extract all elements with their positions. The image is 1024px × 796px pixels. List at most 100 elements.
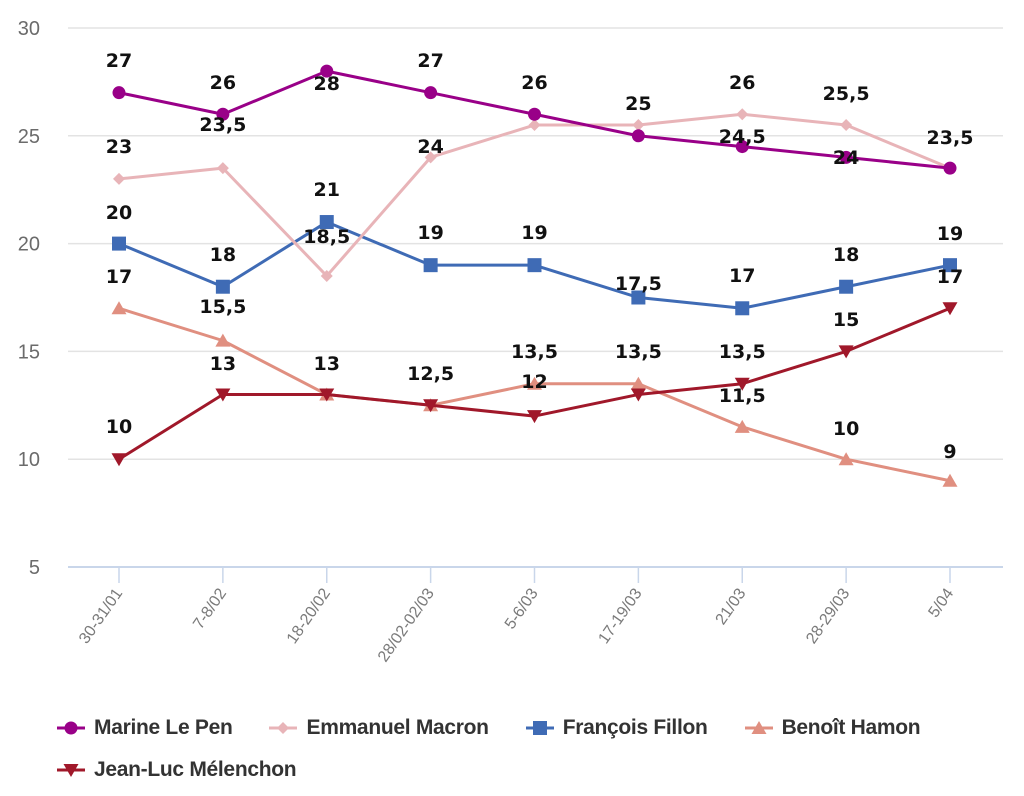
series-fran-ois-fillon bbox=[112, 215, 957, 316]
legend-item[interactable]: François Fillon bbox=[525, 712, 708, 744]
marker-diamond bbox=[632, 119, 645, 132]
marker-circle bbox=[735, 140, 749, 154]
series-jean-luc-m-lenchon bbox=[111, 302, 958, 467]
data-label: 24,5 bbox=[719, 126, 766, 148]
marker-circle bbox=[631, 129, 645, 143]
line-chart: 5 10 15 20 25 30 30-31/01 7-8/02 18-20/02 28/02-… bbox=[18, 18, 1003, 665]
x-tick-label: 5-6/03 bbox=[502, 585, 542, 632]
marker-diamond bbox=[277, 722, 290, 734]
data-label: 24 bbox=[833, 147, 859, 169]
y-tick-label: 25 bbox=[18, 126, 40, 148]
legend-diamond-icon bbox=[269, 722, 298, 734]
data-labels: 27 26 28 27 26 25 24,5 24 23,5 23 23,5 18,5 24 26 25,5… bbox=[106, 50, 974, 463]
legend-label: Jean-Luc Mélenchon bbox=[94, 758, 297, 781]
marker-diamond bbox=[840, 119, 853, 132]
y-tick-label: 10 bbox=[18, 449, 40, 471]
marker-diamond bbox=[736, 108, 749, 121]
data-label: 23,5 bbox=[199, 114, 246, 136]
marker-triangle-down bbox=[63, 764, 79, 777]
marker-triangle-down bbox=[215, 388, 231, 402]
legend-circle-icon bbox=[57, 721, 85, 735]
y-tick-label: 15 bbox=[18, 341, 40, 363]
marker-triangle-up bbox=[111, 301, 127, 315]
marker-square bbox=[423, 258, 438, 273]
marker-triangle-down bbox=[527, 410, 542, 424]
x-tick-label: 21/03 bbox=[713, 585, 750, 628]
y-tick-label: 30 bbox=[18, 18, 40, 40]
data-label: 24 bbox=[417, 136, 443, 158]
legend-item[interactable]: Jean-Luc Mélenchon bbox=[56, 754, 297, 786]
data-label: 28 bbox=[314, 73, 340, 95]
legend: Marine Le Pen Emmanuel Macron François Fil… bbox=[56, 712, 1016, 786]
data-label: 17,5 bbox=[615, 273, 662, 295]
legend-triangle-down-icon bbox=[57, 764, 85, 777]
data-label: 25 bbox=[625, 93, 651, 115]
marker-triangle-down bbox=[942, 302, 958, 316]
data-label: 10 bbox=[106, 416, 132, 438]
data-label: 11,5 bbox=[719, 385, 766, 407]
data-label: 19 bbox=[937, 223, 963, 245]
data-label: 12 bbox=[521, 371, 547, 393]
marker-square bbox=[532, 721, 547, 735]
marker-triangle-down bbox=[734, 377, 750, 391]
data-label: 18 bbox=[210, 244, 236, 266]
marker-triangle-up bbox=[630, 376, 646, 390]
data-label: 13 bbox=[314, 353, 340, 375]
marker-square bbox=[735, 301, 750, 316]
x-tick-label: 28-29/03 bbox=[803, 585, 853, 647]
marker-triangle-down bbox=[630, 388, 646, 402]
marker-circle bbox=[112, 86, 126, 100]
data-label: 27 bbox=[106, 50, 132, 72]
data-label: 9 bbox=[943, 441, 956, 463]
marker-square bbox=[319, 215, 334, 230]
marker-triangle-down bbox=[319, 388, 335, 402]
data-label: 17 bbox=[106, 266, 132, 288]
data-label: 17 bbox=[729, 265, 755, 287]
marker-square bbox=[631, 290, 646, 305]
marker-triangle-up bbox=[734, 419, 750, 433]
legend-square-icon bbox=[525, 721, 554, 735]
data-label: 18 bbox=[833, 244, 859, 266]
x-tick-label: 5/04 bbox=[925, 585, 957, 620]
x-tick-label: 28/02-02/03 bbox=[375, 585, 438, 665]
marker-triangle-up bbox=[942, 473, 958, 487]
data-label: 13,5 bbox=[511, 341, 558, 363]
marker-diamond bbox=[113, 172, 125, 185]
legend-item[interactable]: Marine Le Pen bbox=[56, 712, 233, 744]
data-label: 26 bbox=[210, 72, 236, 94]
data-label: 21 bbox=[314, 179, 340, 201]
x-tick-label: 17-19/03 bbox=[595, 585, 645, 647]
y-tick-label: 20 bbox=[18, 234, 40, 256]
marker-circle bbox=[839, 150, 853, 164]
marker-square bbox=[943, 258, 957, 273]
data-label: 18,5 bbox=[303, 226, 350, 248]
y-axis: 5 10 15 20 25 30 bbox=[18, 18, 40, 579]
marker-square bbox=[215, 279, 230, 294]
data-label: 23,5 bbox=[927, 127, 974, 149]
marker-circle bbox=[943, 161, 957, 175]
data-label: 19 bbox=[521, 222, 547, 244]
series-marine-le-pen bbox=[112, 64, 957, 175]
marker-circle bbox=[64, 721, 78, 735]
legend-label: Emmanuel Macron bbox=[306, 716, 489, 739]
legend-item[interactable]: Benoît Hamon bbox=[744, 712, 921, 744]
data-label: 19 bbox=[417, 222, 443, 244]
marker-triangle-up bbox=[838, 452, 854, 466]
x-tick-label: 7-8/02 bbox=[190, 585, 230, 632]
data-label: 12,5 bbox=[407, 363, 454, 385]
marker-diamond bbox=[216, 162, 229, 175]
series-group bbox=[111, 64, 958, 487]
data-label: 23 bbox=[106, 136, 132, 158]
marker-triangle-up bbox=[527, 376, 542, 390]
legend-item[interactable]: Emmanuel Macron bbox=[268, 712, 489, 744]
x-axis: 30-31/01 7-8/02 18-20/02 28/02-02/03 5-6/03 1… bbox=[68, 566, 1003, 665]
legend-label: Marine Le Pen bbox=[94, 716, 233, 739]
marker-triangle-down bbox=[423, 399, 439, 413]
data-label: 26 bbox=[729, 72, 755, 94]
legend-label: Benoît Hamon bbox=[781, 716, 921, 739]
data-label: 25,5 bbox=[823, 83, 870, 105]
marker-square bbox=[112, 236, 126, 251]
x-tick-label: 18-20/02 bbox=[284, 585, 334, 647]
data-label: 15 bbox=[833, 309, 859, 331]
x-tick-label: 30-31/01 bbox=[76, 585, 126, 647]
